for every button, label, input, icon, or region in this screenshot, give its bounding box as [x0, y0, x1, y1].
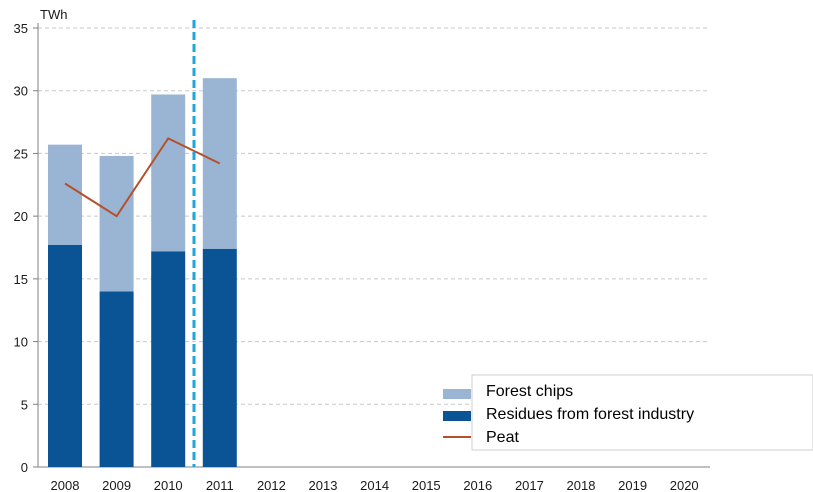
y-unit-label: TWh: [40, 7, 67, 22]
y-tick-label: 5: [21, 397, 28, 412]
bars: [48, 78, 237, 467]
peat-series-line: [64, 137, 221, 218]
y-tick-label: 15: [14, 272, 28, 287]
x-tick-label: 2008: [51, 478, 80, 492]
bar-residues: [48, 244, 82, 467]
legend: Forest chips Residues from forest indust…: [443, 374, 813, 451]
x-tick-label: 2014: [360, 478, 389, 492]
legend-box: [471, 374, 813, 451]
legend-label-residues: Residues from forest industry: [486, 406, 694, 423]
legend-label-forest-chips: Forest chips: [486, 383, 573, 400]
x-tick-label: 2015: [412, 478, 441, 492]
axes: TWh: [37, 7, 710, 468]
y-tick-labels: 0 5 10 15 20 25 30 35: [14, 21, 28, 475]
y-tick-label: 10: [14, 335, 28, 350]
y-tick-label: 0: [21, 460, 28, 475]
x-tick-label: 2019: [618, 478, 647, 492]
bar-residues: [202, 248, 237, 467]
x-tick-label: 2018: [567, 478, 596, 492]
x-tick-label: 2016: [463, 478, 492, 492]
legend-label-peat: Peat: [486, 429, 519, 446]
gridlines: [33, 27, 710, 468]
y-tick-label: 35: [14, 21, 28, 36]
x-tick-label: 2012: [257, 478, 286, 492]
y-tick-label: 20: [14, 209, 28, 224]
x-tick-label: 2010: [154, 478, 183, 492]
bar-residues: [99, 291, 134, 467]
x-tick-label: 2013: [309, 478, 338, 492]
bar-residues: [151, 251, 186, 467]
bar-forest-chips: [151, 94, 186, 252]
bar-forest-chips: [48, 144, 82, 245]
x-tick-label: 2020: [670, 478, 699, 492]
legend-swatch-residues: [443, 411, 471, 421]
x-tick-label: 2011: [206, 478, 234, 492]
y-tick-label: 30: [14, 84, 28, 99]
peat-line: [64, 137, 221, 218]
bar-forest-chips: [99, 155, 134, 292]
y-tick-label: 25: [14, 146, 28, 161]
legend-swatch-forest-chips: [443, 389, 471, 399]
x-tick-label: 2009: [102, 478, 131, 492]
x-tick-label: 2017: [515, 478, 544, 492]
x-tick-labels: 2008 2009 2010 2011 2012 2013 2014 2015 2016 2017…: [51, 478, 699, 492]
